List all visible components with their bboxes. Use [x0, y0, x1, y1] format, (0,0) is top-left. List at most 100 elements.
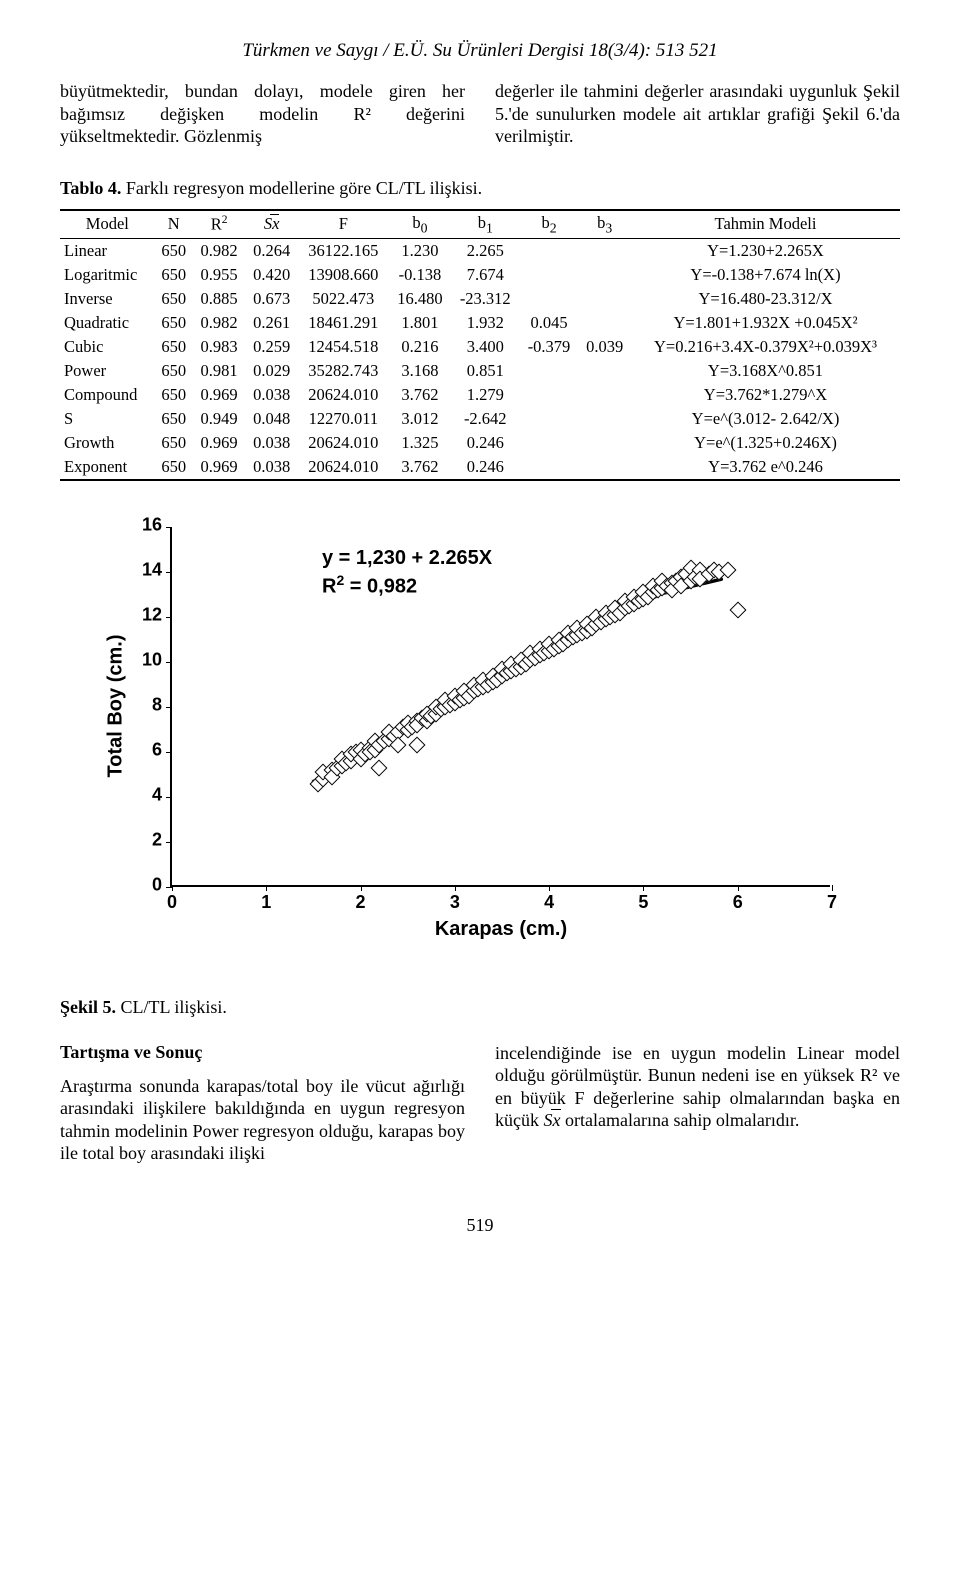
y-tick-label: 4 [134, 784, 162, 805]
intro-left: büyütmektedir, bundan dolayı, modele gir… [60, 80, 465, 148]
table-cell [578, 455, 631, 480]
discussion-columns: Tartışma ve Sonuç Araştırma sonunda kara… [60, 1042, 900, 1175]
y-tick-label: 10 [134, 649, 162, 670]
table-cell: 16.480 [389, 287, 451, 311]
fit-line-svg [172, 527, 830, 885]
table-cell: S [60, 407, 155, 431]
discussion-title: Tartışma ve Sonuç [60, 1042, 465, 1063]
page-number: 519 [60, 1215, 900, 1236]
table-cell: Logaritmic [60, 263, 155, 287]
table-cell: 0.261 [245, 311, 298, 335]
x-tick-label: 6 [733, 892, 743, 913]
fig5-caption-strong: Şekil 5. [60, 997, 116, 1017]
th-model: Model [60, 210, 155, 239]
y-axis-title: Total Boy (cm.) [105, 634, 128, 777]
table-cell: Y=e^(1.325+0.246X) [631, 431, 900, 455]
table-cell: 650 [155, 407, 193, 431]
table-cell: 3.762 [389, 383, 451, 407]
table-cell: 13908.660 [298, 263, 389, 287]
table-cell: 35282.743 [298, 359, 389, 383]
table-cell: 0.673 [245, 287, 298, 311]
table-cell: 1.932 [451, 311, 520, 335]
table-cell: Y=1.801+1.932X +0.045X² [631, 311, 900, 335]
th-b3: b3 [578, 210, 631, 239]
x-tick-label: 2 [356, 892, 366, 913]
table-cell [520, 263, 579, 287]
table-row: S6500.9490.04812270.0113.012-2.642Y=e^(3… [60, 407, 900, 431]
table-cell: -0.379 [520, 335, 579, 359]
table-row: Linear6500.9820.26436122.1651.2302.265Y=… [60, 238, 900, 263]
table-cell: 20624.010 [298, 383, 389, 407]
intro-columns: büyütmektedir, bundan dolayı, modele gir… [60, 80, 900, 158]
y-tick-label: 16 [134, 514, 162, 535]
table-cell: -2.642 [451, 407, 520, 431]
table-cell: 0.246 [451, 455, 520, 480]
y-tick-label: 14 [134, 559, 162, 580]
table-cell: 1.279 [451, 383, 520, 407]
figure5-caption: Şekil 5. CL/TL ilişkisi. [60, 997, 900, 1018]
table-cell: 3.762 [389, 455, 451, 480]
table-cell: 0.955 [193, 263, 246, 287]
th-b1: b1 [451, 210, 520, 239]
table-cell: 0.969 [193, 383, 246, 407]
table-cell: Y=3.762 e^0.246 [631, 455, 900, 480]
fig5-caption-rest: CL/TL ilişkisi. [116, 997, 227, 1017]
table-cell: Power [60, 359, 155, 383]
table-cell: 12454.518 [298, 335, 389, 359]
table-cell: 1.325 [389, 431, 451, 455]
table-cell: 0.216 [389, 335, 451, 359]
table-cell: Inverse [60, 287, 155, 311]
table-cell: Y=16.480-23.312/X [631, 287, 900, 311]
table-cell: 12270.011 [298, 407, 389, 431]
table-cell: 0.983 [193, 335, 246, 359]
table-cell: 0.259 [245, 335, 298, 359]
x-tick-label: 5 [638, 892, 648, 913]
y-tick-label: 12 [134, 604, 162, 625]
table-cell: 650 [155, 455, 193, 480]
table-cell: 650 [155, 263, 193, 287]
table-cell: 20624.010 [298, 455, 389, 480]
table-row: Power6500.9810.02935282.7433.1680.851Y=3… [60, 359, 900, 383]
table-cell: 0.048 [245, 407, 298, 431]
table-cell: Quadratic [60, 311, 155, 335]
x-tick-label: 3 [450, 892, 460, 913]
table-cell [520, 431, 579, 455]
th-b2: b2 [520, 210, 579, 239]
table-row: Logaritmic6500.9550.42013908.660-0.1387.… [60, 263, 900, 287]
table-cell: 0.246 [451, 431, 520, 455]
table-cell: 0.885 [193, 287, 246, 311]
table-cell: 650 [155, 287, 193, 311]
th-r2: R2 [193, 210, 246, 239]
y-tick-label: 8 [134, 694, 162, 715]
table-row: Cubic6500.9830.25912454.5180.2163.400-0.… [60, 335, 900, 359]
table-cell: 5022.473 [298, 287, 389, 311]
table-cell: 0.029 [245, 359, 298, 383]
table-cell: 650 [155, 311, 193, 335]
x-tick-label: 7 [827, 892, 837, 913]
table-cell: 0.969 [193, 455, 246, 480]
table-cell [578, 359, 631, 383]
discussion-right2: ortalamalarına sahip olmalarıdır. [561, 1110, 800, 1130]
table-cell: Compound [60, 383, 155, 407]
table-cell: 1.801 [389, 311, 451, 335]
y-tick-label: 0 [134, 874, 162, 895]
table-cell: Cubic [60, 335, 155, 359]
chart-container: y = 1,230 + 2.265X R2 = 0,982 Karapas (c… [100, 517, 860, 937]
table-cell: 650 [155, 383, 193, 407]
table-cell: Y=0.216+3.4X-0.379X²+0.039X³ [631, 335, 900, 359]
table-cell: Y=1.230+2.265X [631, 238, 900, 263]
table-cell [578, 407, 631, 431]
table4-caption-rest: Farklı regresyon modellerine göre CL/TL … [121, 178, 482, 198]
table-cell: 0.038 [245, 431, 298, 455]
scatter-plot: y = 1,230 + 2.265X R2 = 0,982 Karapas (c… [170, 527, 830, 887]
table4-caption: Tablo 4. Farklı regresyon modellerine gö… [60, 178, 900, 199]
table-cell: 0.982 [193, 311, 246, 335]
table-cell: 2.265 [451, 238, 520, 263]
x-axis-title: Karapas (cm.) [435, 918, 567, 941]
x-tick-label: 1 [261, 892, 271, 913]
th-pred: Tahmin Modeli [631, 210, 900, 239]
table-cell: 0.981 [193, 359, 246, 383]
table-cell: Linear [60, 238, 155, 263]
table-cell: Y=3.168X^0.851 [631, 359, 900, 383]
table-cell: Exponent [60, 455, 155, 480]
